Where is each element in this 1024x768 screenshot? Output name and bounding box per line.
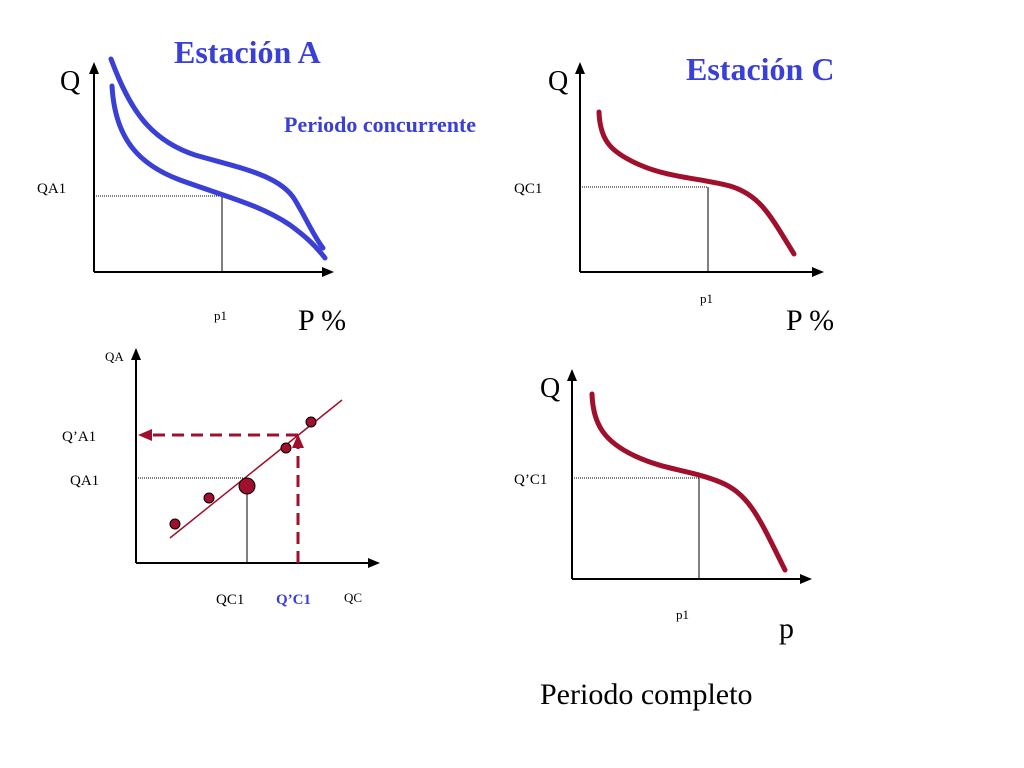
- station-a-x-tick: p1: [214, 308, 227, 323]
- scatter-x-tick-qprime-c1: Q’C1: [276, 592, 311, 608]
- complete-y-axis-label: Q: [540, 373, 560, 404]
- data-point: [203, 492, 215, 504]
- station-c-y-axis-label: Q: [548, 66, 568, 97]
- complete-x-arrow: [800, 574, 812, 584]
- data-point: [280, 442, 292, 454]
- data-point: [305, 416, 317, 428]
- station-c-curve: [596, 109, 797, 257]
- complete-y-arrow: [567, 369, 577, 381]
- station-a-y-arrow: [89, 62, 99, 74]
- scatter-panel: QA QC Q’A1 QA1 QC1 Q’C1: [62, 348, 380, 608]
- scatter-y-axis-label: QA: [105, 349, 124, 364]
- station-a-title: Estación A: [174, 34, 321, 70]
- station-c-panel: Estación C Q P % QC1 p1: [514, 51, 834, 337]
- estimate-arrowhead-up: [292, 434, 304, 448]
- scatter-y-arrow: [131, 348, 141, 360]
- station-c-x-arrow: [812, 267, 824, 277]
- station-a-x-arrow: [322, 267, 334, 277]
- station-a-curve-lower: [109, 83, 328, 261]
- station-c-title: Estación C: [686, 51, 834, 87]
- station-a-y-tick: QA1: [37, 181, 66, 197]
- period-concurrent-label: Periodo concurrente: [284, 112, 476, 137]
- scatter-x-axis-label: QC: [344, 590, 362, 605]
- estimate-arrowhead-left: [138, 429, 152, 441]
- station-a-y-axis-label: Q: [60, 66, 80, 97]
- complete-y-tick: Q’C1: [514, 472, 547, 488]
- scatter-y-tick-qa1: QA1: [70, 473, 99, 489]
- data-point-highlighted: [238, 477, 256, 495]
- station-c-x-axis-label: P %: [786, 304, 834, 337]
- complete-x-axis-label: p: [779, 612, 794, 645]
- scatter-x-tick-qc1: QC1: [216, 592, 244, 608]
- data-point: [169, 518, 181, 530]
- station-a-curve-upper: [108, 56, 326, 251]
- complete-period-caption: Periodo completo: [540, 678, 752, 711]
- complete-period-panel: Q p Q’C1 p1 Periodo completo: [514, 369, 812, 711]
- station-c-y-arrow: [575, 62, 585, 74]
- station-c-y-tick: QC1: [514, 181, 542, 197]
- station-a-x-axis-label: P %: [298, 304, 346, 337]
- complete-x-tick: p1: [676, 607, 689, 622]
- station-c-x-tick: p1: [700, 291, 713, 306]
- scatter-x-arrow: [368, 558, 380, 568]
- scatter-y-tick-qprime-a1: Q’A1: [62, 429, 96, 445]
- station-a-panel: Estación A Periodo concurrente Q P % QA1…: [37, 34, 476, 337]
- complete-curve: [589, 391, 788, 573]
